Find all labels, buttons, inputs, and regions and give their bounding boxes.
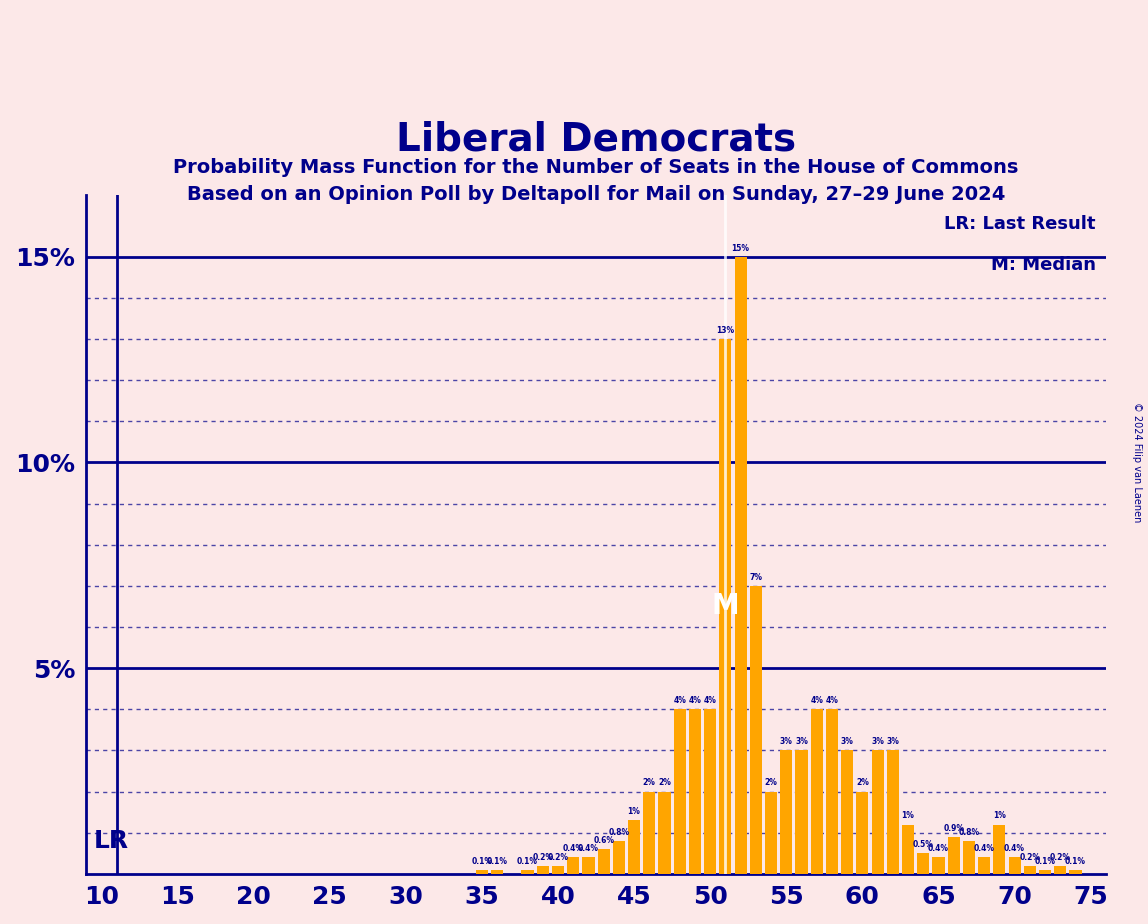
Text: 15%: 15%: [731, 244, 750, 252]
Bar: [674, 710, 685, 874]
Bar: [659, 792, 670, 874]
Text: 2%: 2%: [765, 779, 777, 787]
Text: 0.2%: 0.2%: [1019, 853, 1040, 861]
Text: 0.6%: 0.6%: [594, 836, 614, 845]
Text: 4%: 4%: [689, 696, 701, 705]
Text: 3%: 3%: [840, 737, 854, 747]
Bar: [963, 841, 975, 874]
Text: 0.4%: 0.4%: [577, 845, 599, 853]
Text: 0.1%: 0.1%: [472, 857, 492, 866]
Text: 1%: 1%: [993, 811, 1006, 821]
Text: 13%: 13%: [716, 326, 735, 334]
Bar: [704, 710, 716, 874]
Text: 3%: 3%: [871, 737, 884, 747]
Text: Liberal Democrats: Liberal Democrats: [396, 120, 796, 158]
Text: 0.1%: 0.1%: [517, 857, 538, 866]
Bar: [825, 710, 838, 874]
Bar: [917, 853, 930, 874]
Bar: [1009, 857, 1021, 874]
Text: 0.1%: 0.1%: [1065, 857, 1086, 866]
Text: 1%: 1%: [901, 811, 915, 821]
Text: 2%: 2%: [658, 779, 670, 787]
Bar: [796, 750, 807, 874]
Text: 7%: 7%: [750, 573, 762, 582]
Bar: [947, 837, 960, 874]
Bar: [902, 824, 914, 874]
Bar: [978, 857, 991, 874]
Bar: [689, 710, 701, 874]
Text: 4%: 4%: [674, 696, 687, 705]
Text: 0.2%: 0.2%: [533, 853, 553, 861]
Bar: [628, 821, 641, 874]
Bar: [491, 869, 503, 874]
Bar: [871, 750, 884, 874]
Text: 3%: 3%: [796, 737, 808, 747]
Text: 4%: 4%: [810, 696, 823, 705]
Bar: [1024, 866, 1035, 874]
Text: 0.9%: 0.9%: [944, 823, 964, 833]
Bar: [475, 869, 488, 874]
Bar: [536, 866, 549, 874]
Text: © 2024 Filip van Laenen: © 2024 Filip van Laenen: [1132, 402, 1142, 522]
Text: 0.4%: 0.4%: [1004, 845, 1025, 853]
Bar: [886, 750, 899, 874]
Text: 2%: 2%: [856, 779, 869, 787]
Text: LR: LR: [94, 829, 129, 853]
Bar: [567, 857, 580, 874]
Bar: [613, 841, 625, 874]
Text: Based on an Opinion Poll by Deltapoll for Mail on Sunday, 27–29 June 2024: Based on an Opinion Poll by Deltapoll fo…: [187, 185, 1006, 203]
Bar: [1054, 866, 1066, 874]
Text: Probability Mass Function for the Number of Seats in the House of Commons: Probability Mass Function for the Number…: [173, 158, 1018, 176]
Text: 3%: 3%: [886, 737, 899, 747]
Bar: [735, 257, 746, 874]
Text: 4%: 4%: [704, 696, 716, 705]
Bar: [993, 824, 1006, 874]
Text: 0.1%: 0.1%: [1034, 857, 1055, 866]
Bar: [765, 792, 777, 874]
Text: 0.4%: 0.4%: [974, 845, 994, 853]
Bar: [1070, 869, 1081, 874]
Bar: [781, 750, 792, 874]
Text: M: Median: M: Median: [991, 256, 1095, 274]
Bar: [856, 792, 869, 874]
Bar: [750, 586, 762, 874]
Text: 0.1%: 0.1%: [487, 857, 507, 866]
Text: 3%: 3%: [779, 737, 793, 747]
Text: LR: Last Result: LR: Last Result: [945, 215, 1095, 233]
Text: 2%: 2%: [643, 779, 656, 787]
Text: 0.8%: 0.8%: [959, 828, 979, 837]
Bar: [521, 869, 534, 874]
Bar: [841, 750, 853, 874]
Bar: [932, 857, 945, 874]
Text: 4%: 4%: [825, 696, 838, 705]
Text: 0.2%: 0.2%: [1049, 853, 1071, 861]
Text: 0.8%: 0.8%: [608, 828, 629, 837]
Bar: [720, 339, 731, 874]
Text: 1%: 1%: [628, 808, 641, 816]
Text: 0.2%: 0.2%: [548, 853, 568, 861]
Text: 0.4%: 0.4%: [563, 845, 583, 853]
Text: M: M: [712, 592, 739, 620]
Text: 0.4%: 0.4%: [928, 845, 949, 853]
Bar: [643, 792, 656, 874]
Bar: [598, 849, 610, 874]
Bar: [582, 857, 595, 874]
Text: 0.5%: 0.5%: [913, 840, 933, 849]
Bar: [1039, 869, 1052, 874]
Bar: [810, 710, 823, 874]
Bar: [552, 866, 564, 874]
